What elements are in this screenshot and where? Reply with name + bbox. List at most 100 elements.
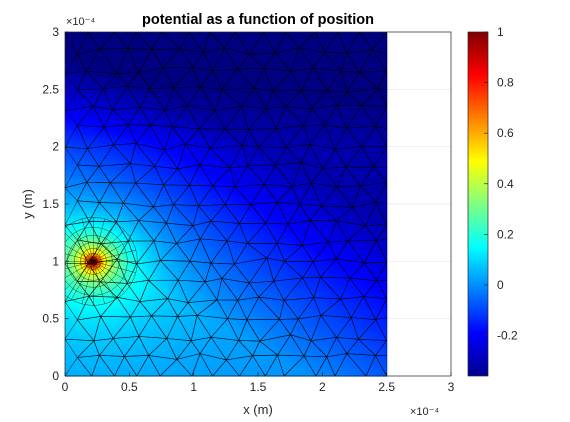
field-cell: [171, 69, 175, 73]
field-cell: [68, 247, 73, 251]
field-cell: [119, 66, 124, 70]
field-cell: [151, 149, 156, 153]
field-cell: [84, 37, 89, 42]
field-cell: [167, 169, 172, 174]
field-cell: [68, 100, 73, 105]
field-cell: [90, 367, 95, 371]
field-cell: [71, 330, 76, 334]
field-cell: [116, 318, 121, 323]
field-cell: [116, 172, 121, 176]
field-cell: [84, 241, 89, 245]
field-cell: [164, 63, 169, 67]
field-cell: [145, 315, 150, 320]
field-cell: [74, 304, 79, 308]
field-cell: [119, 315, 124, 320]
field-cell: [81, 321, 85, 325]
field-cell: [106, 333, 111, 337]
field-cell: [106, 212, 111, 217]
field-cell: [68, 252, 73, 257]
field-cell: [71, 353, 76, 357]
field-cell: [100, 224, 105, 228]
field-cell: [151, 57, 156, 62]
field-cell: [116, 60, 121, 65]
field-cell: [148, 272, 153, 277]
field-cell: [129, 261, 134, 265]
field-cell: [87, 321, 92, 325]
field-cell: [167, 269, 172, 274]
field-cell: [87, 86, 92, 90]
field-cell: [148, 143, 153, 148]
field-cell: [106, 258, 111, 262]
field-cell: [126, 100, 130, 105]
field-cell: [68, 152, 73, 156]
field-cell: [110, 290, 114, 294]
field-cell: [81, 115, 85, 119]
field-cell: [116, 244, 121, 248]
field-cell: [129, 138, 134, 142]
field-cell: [151, 315, 156, 320]
field-cell: [71, 370, 76, 374]
field-cell: [77, 198, 82, 202]
field-cell: [81, 181, 85, 185]
field-cell: [145, 169, 150, 174]
field-cell: [148, 232, 153, 237]
field-cell: [126, 226, 130, 231]
field-cell: [106, 189, 111, 194]
field-cell: [81, 252, 85, 257]
field-cell: [87, 224, 92, 228]
field-cell: [126, 324, 130, 328]
field-cell: [122, 264, 127, 268]
field-cell: [100, 49, 105, 53]
field-cell: [110, 373, 114, 377]
field-cell: [158, 261, 163, 265]
field-cell: [84, 278, 89, 282]
field-cell: [103, 272, 108, 277]
field-cell: [145, 146, 150, 151]
field-cell: [151, 341, 156, 346]
field-cell: [93, 361, 98, 366]
field-cell: [65, 315, 69, 320]
field-cell: [71, 298, 76, 303]
field-cell: [138, 247, 143, 251]
field-cell: [103, 43, 108, 47]
field-cell: [97, 120, 101, 125]
field-cell: [122, 49, 127, 53]
field-cell: [161, 192, 166, 196]
field-cell: [164, 272, 169, 277]
field-cell: [122, 198, 127, 202]
field-cell: [100, 34, 105, 39]
field-cell: [110, 135, 114, 139]
field-cell: [161, 126, 166, 131]
field-cell: [93, 169, 98, 174]
field-cell: [132, 46, 137, 50]
field-cell: [148, 290, 153, 294]
field-cell: [106, 92, 111, 96]
field-cell: [164, 54, 169, 59]
field-cell: [171, 80, 175, 85]
field-cell: [106, 301, 111, 305]
field-cell: [65, 95, 69, 99]
field-cell: [103, 249, 108, 254]
field-cell: [93, 129, 98, 133]
field-cell: [90, 75, 95, 79]
field-cell: [161, 272, 166, 277]
field-cell: [129, 344, 134, 348]
field-cell: [145, 269, 150, 274]
field-cell: [74, 132, 79, 136]
field-cell: [71, 215, 76, 219]
field-cell: [116, 32, 121, 36]
field-cell: [151, 215, 156, 219]
field-cell: [113, 304, 118, 308]
field-cell: [90, 321, 95, 325]
field-cell: [93, 54, 98, 59]
field-cell: [106, 172, 111, 176]
field-cell: [103, 115, 108, 119]
field-cell: [129, 364, 134, 368]
field-cell: [74, 315, 79, 320]
field-cell: [142, 327, 147, 331]
field-cell: [171, 335, 175, 340]
field-cell: [135, 106, 140, 110]
field-cell: [68, 32, 73, 36]
field-cell: [65, 353, 69, 357]
field-cell: [142, 40, 147, 45]
